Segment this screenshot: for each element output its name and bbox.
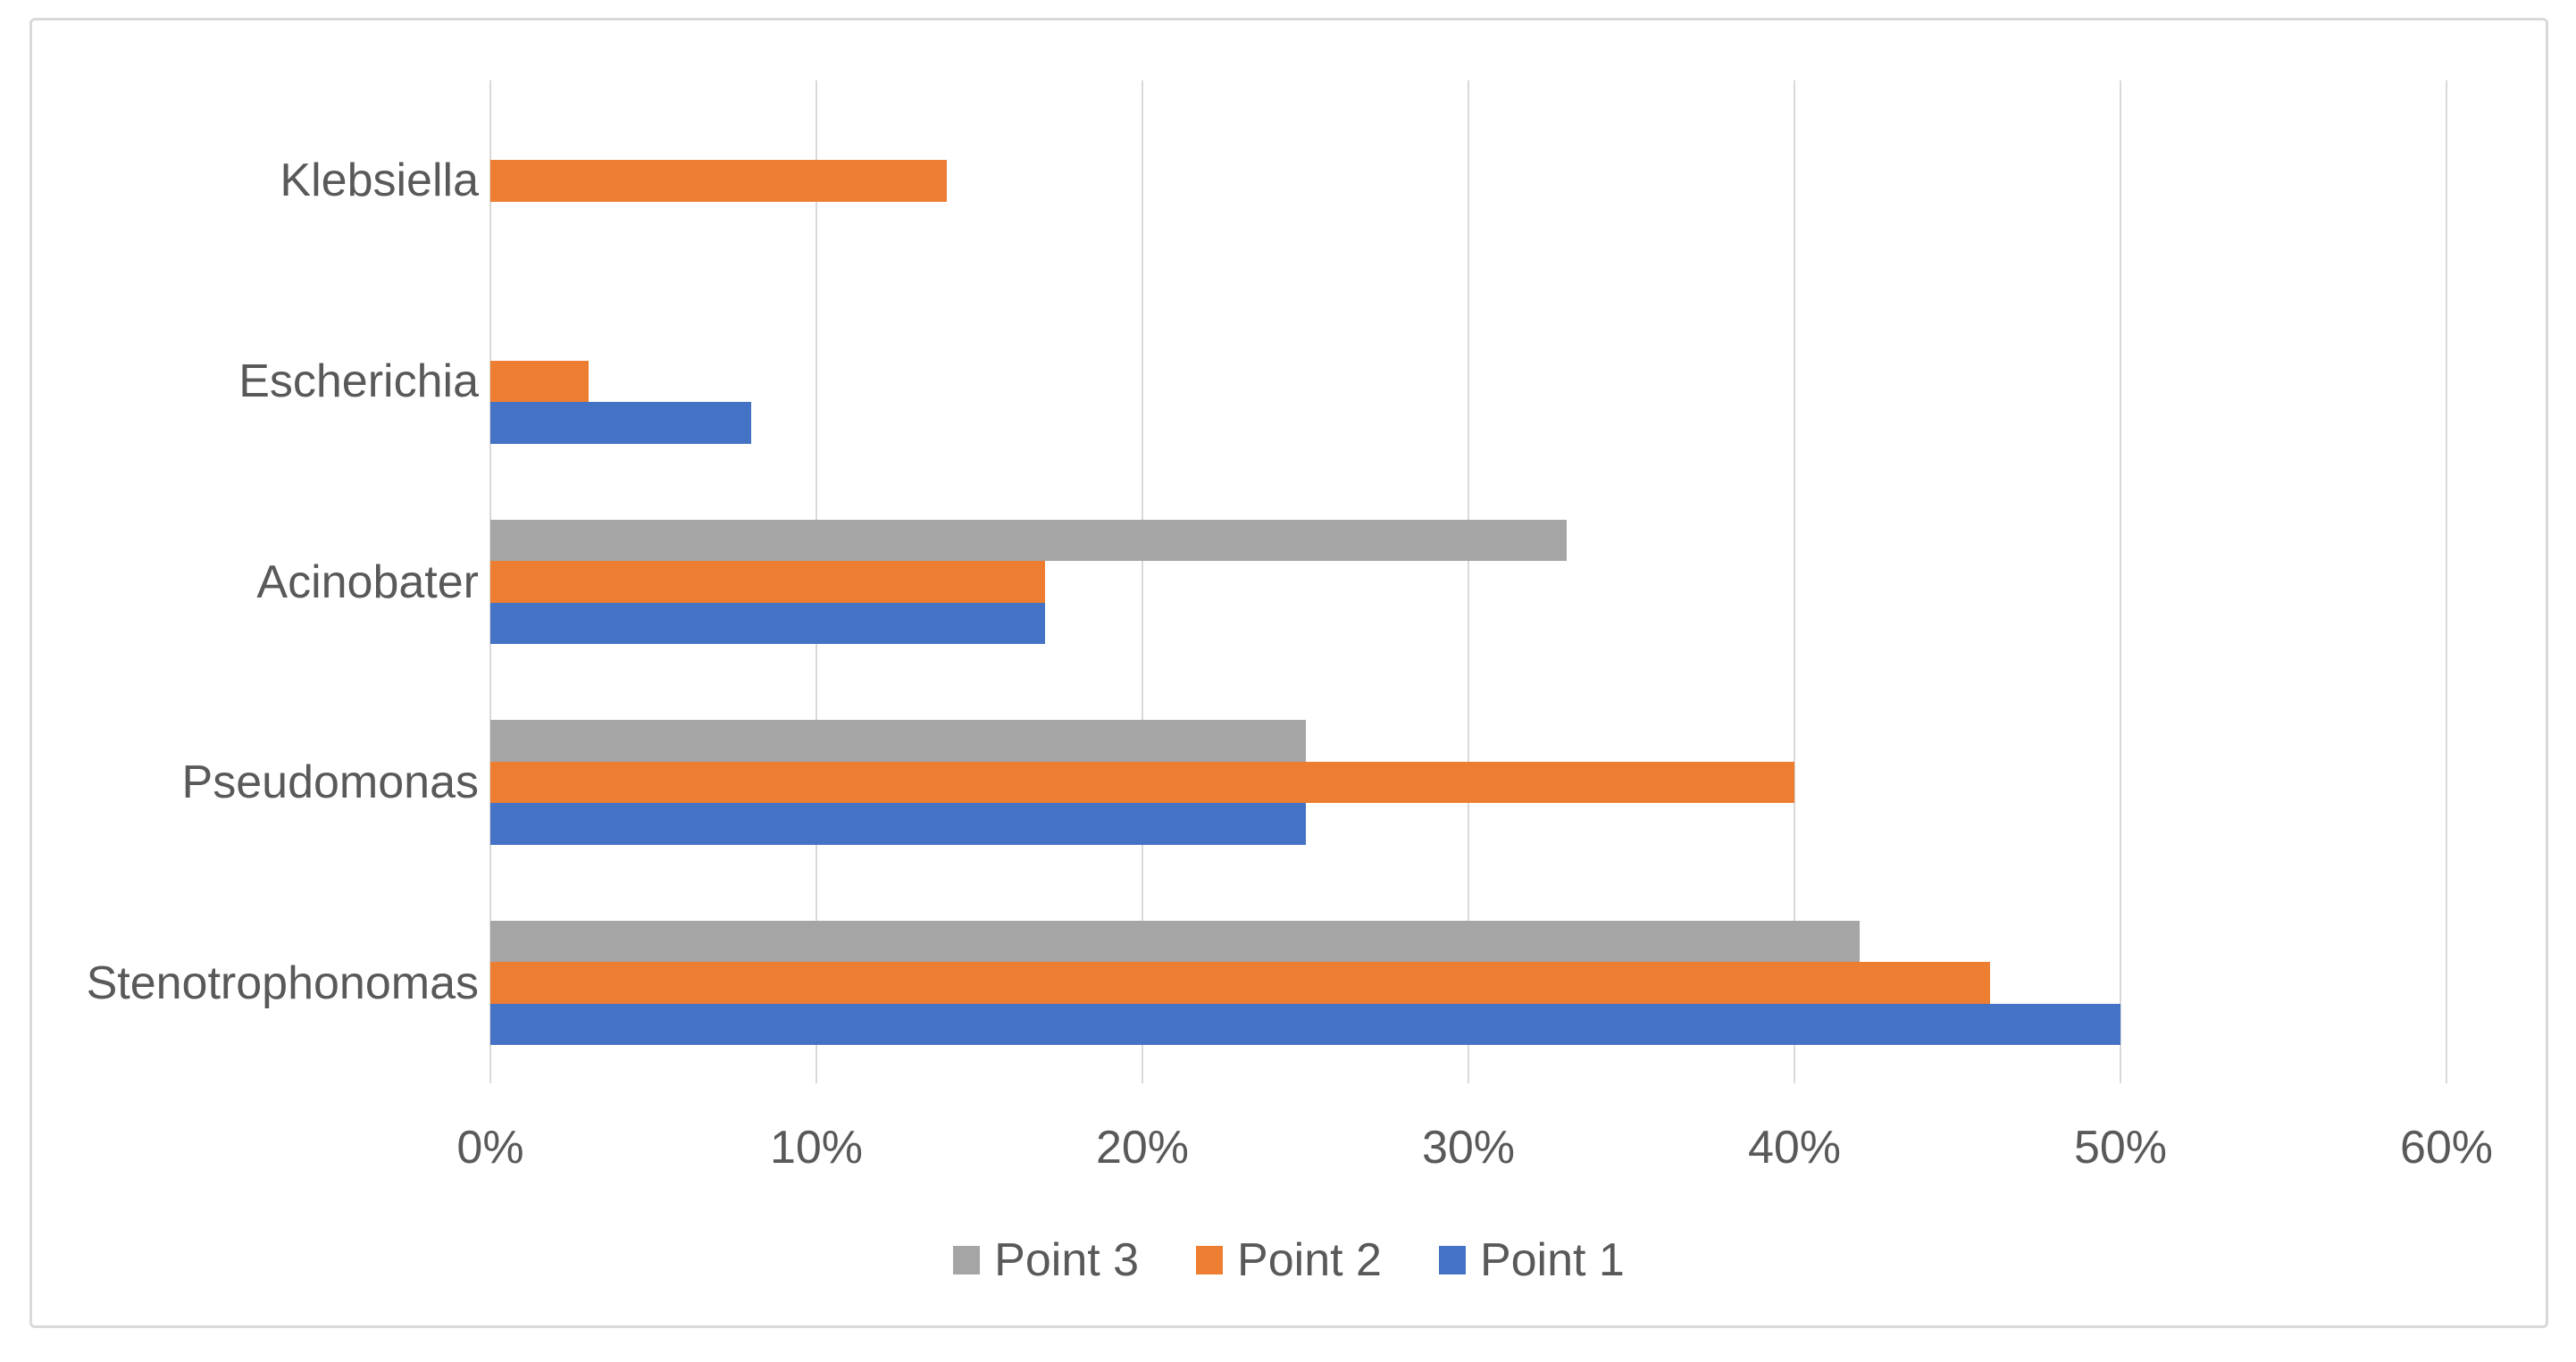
gridline-30- <box>1468 80 1469 1083</box>
category-label-klebsiella: Klebsiella <box>280 155 479 207</box>
tick-label-40-: 40% <box>1747 1122 1842 1174</box>
bar-point-1-stenotrophonomas <box>490 1003 2120 1046</box>
tick-label-30-: 30% <box>1421 1122 1516 1174</box>
legend-item-point-1: Point 1 <box>1438 1233 1625 1287</box>
category-label-pseudomonas: Pseudomonas <box>181 756 479 809</box>
tick-label-10-: 10% <box>769 1122 864 1174</box>
bar-point-2-escherichia <box>490 360 589 403</box>
bar-point-1-escherichia <box>490 402 751 444</box>
bar-point-1-acinobater <box>490 602 1045 645</box>
tick-label-60-: 60% <box>2399 1122 2494 1174</box>
bar-point-1-pseudomonas <box>490 803 1306 845</box>
legend-label-point-2: Point 2 <box>1237 1234 1382 1286</box>
legend-marker-point-3 <box>953 1246 981 1274</box>
gridline-20- <box>1142 80 1143 1083</box>
tick-label-50-: 50% <box>2073 1122 2168 1174</box>
legend-marker-point-1 <box>1438 1246 1466 1274</box>
bar-point-3-acinobater <box>490 519 1567 562</box>
gridline-50- <box>2120 80 2121 1083</box>
chart-frame: Klebsiella Escherichia Acinobater Pseudomon… <box>29 18 2548 1328</box>
category-label-stenotrophonomas: Stenotrophonomas <box>86 957 479 1009</box>
gridline-60- <box>2446 80 2447 1083</box>
legend: Point 3 Point 2 Point 1 <box>32 1233 2546 1287</box>
bar-point-2-pseudomonas <box>490 761 1794 804</box>
legend-item-point-2: Point 2 <box>1196 1233 1382 1287</box>
bar-point-2-klebsiella <box>490 160 947 202</box>
category-label-acinobater: Acinobater <box>256 556 479 608</box>
legend-item-point-3: Point 3 <box>953 1233 1139 1287</box>
gridline-40- <box>1794 80 1795 1083</box>
tick-label-0-: 0% <box>456 1122 524 1174</box>
bar-point-3-stenotrophonomas <box>490 920 1860 963</box>
legend-marker-point-2 <box>1196 1246 1224 1274</box>
bar-point-2-stenotrophonomas <box>490 962 1990 1004</box>
legend-label-point-1: Point 1 <box>1479 1234 1625 1286</box>
tick-label-20-: 20% <box>1095 1122 1190 1174</box>
bar-point-2-acinobater <box>490 561 1045 603</box>
legend-label-point-3: Point 3 <box>994 1234 1140 1286</box>
bar-point-3-pseudomonas <box>490 720 1306 762</box>
category-label-escherichia: Escherichia <box>238 355 479 407</box>
